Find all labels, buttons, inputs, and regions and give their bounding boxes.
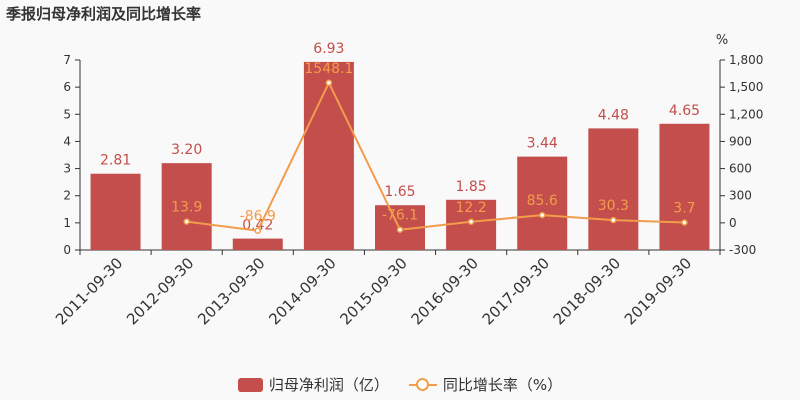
left-axis-tick-label: 3 [63,162,71,176]
right-axis-unit: % [716,33,728,48]
chart-title: 季报归母净利润及同比增长率 [6,5,202,23]
right-axis-tick-label: 1,800 [729,53,763,67]
line-point [681,219,688,226]
legend: 归母净利润（亿） 同比增长率（%） [0,374,800,395]
legend-bar-swatch [237,377,263,392]
x-tick-label: 2017-09-30 [479,254,553,328]
x-tick-label: 2011-09-30 [52,254,126,328]
bar-value-label: 1.65 [384,184,415,200]
left-axis-tick-label: 4 [63,134,71,148]
bar [232,238,283,250]
line-value-label: -86.9 [240,209,276,225]
bar-value-label: 3.20 [171,142,202,158]
bar [90,173,141,250]
line-value-label: 13.9 [171,200,202,216]
bar [659,123,710,250]
x-tick-label: 2014-09-30 [265,254,339,328]
bar-value-label: 3.44 [527,136,558,152]
bar [161,163,212,250]
line-value-label: 12.2 [456,200,487,216]
bar-value-label: 4.48 [598,107,629,123]
left-axis-tick-label: 7 [63,53,71,67]
bar-value-label: 2.81 [100,153,131,169]
x-tick-label: 2015-09-30 [336,254,410,328]
legend-item-profit[interactable]: 归母净利润（亿） [237,374,389,395]
x-tick-label: 2012-09-30 [123,254,197,328]
bar-series [90,61,710,251]
right-axis-tick-label: 1,200 [729,107,763,121]
left-axis-tick-label: 1 [63,216,71,230]
left-axis-tick-label: 5 [63,107,71,121]
legend-line-swatch [408,377,437,392]
bar-data-labels: 2.813.200.426.931.65 1.853.444.48 4.65 [100,41,700,234]
line-point [467,218,475,226]
left-axis-tick-label: 6 [63,80,71,94]
x-tick-label: 2013-09-30 [194,254,268,328]
line-point [538,211,546,219]
line-point [610,216,617,224]
right-axis-tick-label: 300 [729,189,752,203]
line-value-label: 3.7 [673,201,695,217]
right-axis-tick-label: 1,500 [729,80,763,94]
line-value-label: 85.6 [527,193,558,209]
x-tick-label: 2016-09-30 [408,254,482,328]
right-axis-tick-label: 0 [729,216,737,230]
right-axis-tick-label: 900 [729,134,752,148]
line-series [183,79,688,234]
bar [517,156,568,250]
legend-item-growth[interactable]: 同比增长率（%） [408,374,563,395]
right-axis-tick-label: 600 [729,162,752,176]
legend-label-growth: 同比增长率（%） [442,376,563,394]
line-data-labels: 13.9 -86.9 1548.1 -76.1 12.2 85.6 30.3 3.7 [171,61,695,225]
x-tick-label: 2019-09-30 [621,254,695,328]
line-point [325,79,333,87]
x-tick-labels: 2011-09-302012-09-302013-09-302014-09-30… [52,254,695,328]
line-point [254,227,262,234]
legend-label-profit: 归母净利润（亿） [268,376,389,394]
bar [588,128,639,250]
line-value-label: 30.3 [598,198,629,214]
line-point [183,218,190,225]
left-axis-tick-label: 2 [63,189,71,203]
bar [303,61,354,251]
growth-line [186,80,685,232]
line-value-label: 1548.1 [304,61,353,77]
left-axis-tick-label: 0 [63,243,71,257]
bar-value-label: 4.65 [669,103,700,119]
bar-value-label: 6.93 [313,41,344,57]
line-value-label: -76.1 [382,208,418,224]
x-tick-label: 2018-09-30 [550,254,624,328]
right-axis-tick-label: -300 [729,243,756,257]
line-point [396,226,404,233]
bar-value-label: 1.85 [456,179,487,195]
